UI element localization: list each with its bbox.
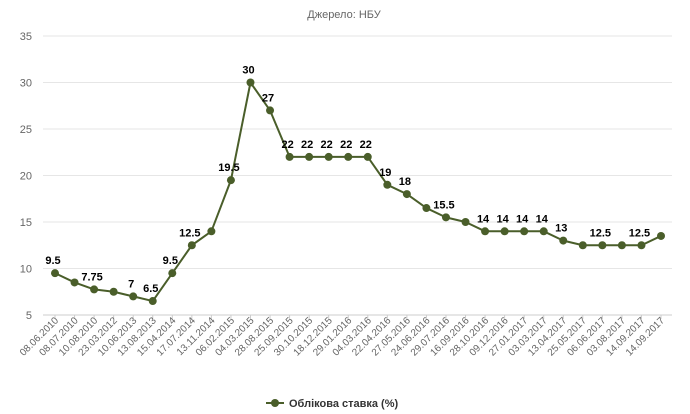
data-point [481,227,490,236]
data-label: 19 [379,167,391,179]
data-point [617,241,626,250]
legend-dot-marker [271,399,279,407]
data-label: 9.5 [45,255,60,267]
x-axis: 08.06.201008.07.201010.08.201023.03.2012… [18,315,667,359]
data-point [148,297,157,306]
y-tick-label: 30 [20,78,32,90]
data-point [422,204,431,213]
data-label: 22 [281,139,293,151]
data-label: 14 [477,213,490,225]
data-label: 19.5 [218,162,239,174]
data-label: 30 [242,65,254,77]
data-point [324,152,333,161]
data-point [402,190,411,199]
data-label: 7 [128,278,134,290]
data-point [657,231,665,240]
data-label: 12.5 [629,227,650,239]
data-label: 22 [340,139,352,151]
data-point [344,152,353,161]
data-point [246,78,255,87]
data-point [520,227,529,236]
data-label: 14 [496,213,509,225]
data-label: 18 [399,176,411,188]
data-label: 22 [301,139,313,151]
chart-subtitle: Джерело: НБУ [307,9,381,21]
data-labels: 9.5 7.75 7 6.5 9.5 12.5 19.5 30 27 22 22 22 22 22 19 18… [45,65,650,296]
data-label: 13 [555,223,567,235]
data-point [109,287,118,296]
y-tick-label: 15 [20,217,32,229]
legend[interactable]: Облікова ставка (%) [266,398,398,410]
data-point [285,152,294,161]
data-point [168,269,177,278]
y-tick-label: 25 [20,124,32,136]
data-label: 14 [536,213,549,225]
data-point [129,292,138,301]
data-point [90,285,99,294]
data-label: 15.5 [433,199,454,211]
grid-lines [43,35,672,316]
y-tick-label: 5 [26,310,32,322]
data-point [383,180,392,189]
data-point [578,241,587,250]
data-label: 9.5 [163,255,178,267]
y-axis: 5 10 15 20 25 30 35 [20,31,32,322]
data-point [441,213,450,222]
data-point [51,269,59,278]
data-label: 6.5 [143,283,158,295]
data-label: 27 [262,92,274,104]
data-point [559,236,568,245]
data-point [207,227,216,236]
data-point [539,227,548,236]
data-point [637,241,646,250]
y-tick-label: 35 [20,31,32,43]
legend-label: Облікова ставка (%) [289,398,398,410]
data-point [363,152,372,161]
data-point [461,218,470,226]
data-label: 14 [516,213,529,225]
y-tick-label: 10 [20,264,32,276]
data-point [500,227,509,236]
data-point [226,176,235,185]
data-point [187,241,196,250]
data-label: 12.5 [179,227,200,239]
data-point [305,152,314,161]
data-label: 7.75 [81,271,102,283]
data-label: 22 [321,139,333,151]
data-point [598,241,607,250]
series-line-group [51,78,665,306]
data-point [70,278,79,287]
y-tick-label: 20 [20,171,32,183]
data-point [266,106,275,115]
data-label: 12.5 [590,227,611,239]
data-label: 22 [360,139,372,151]
